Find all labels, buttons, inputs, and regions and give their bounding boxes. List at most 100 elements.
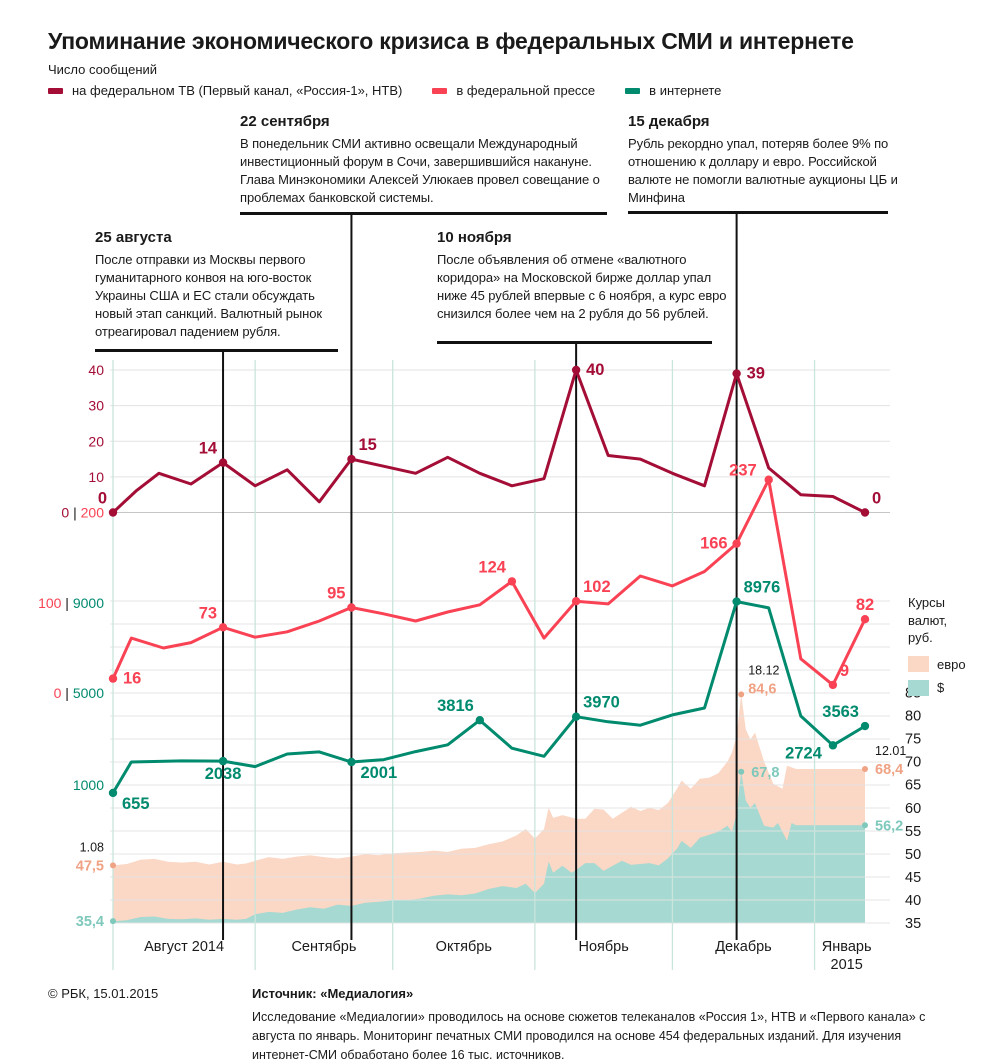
- chart-subtitle: Число сообщений: [48, 62, 158, 77]
- chart-label: 47,5: [76, 858, 104, 874]
- chart-label: Январь: [822, 939, 872, 955]
- tv-point: [108, 508, 118, 517]
- source-note: Исследование «Медиалогии» проводилось на…: [252, 1010, 926, 1059]
- euro-swatch-icon: [908, 656, 929, 673]
- chart-label: 67,8: [751, 765, 779, 781]
- legend-label-euro: евро: [937, 656, 966, 672]
- chart-label: 50: [905, 847, 921, 863]
- left-axis-label: 20: [88, 433, 104, 449]
- left-axis: 40 30 20 10 0 | 200 100 | 9000 0 | 5000 1000: [38, 362, 104, 793]
- legend-item-press: в федеральной прессе: [432, 83, 595, 98]
- legend-label-usd: $: [937, 680, 945, 696]
- chart-label: 15: [358, 436, 376, 454]
- chart-label: 102: [583, 578, 611, 596]
- chart-label: Август 2014: [144, 939, 224, 955]
- chart-label: 95: [327, 585, 345, 603]
- tv-swatch-icon: [48, 87, 63, 94]
- month-gridlines: [112, 360, 816, 970]
- chart-label: 40: [905, 893, 921, 909]
- currency-labels: 47,5 1.08 84,6 18.12 68,4 12.01 35,4 67,8 56,2: [76, 663, 907, 930]
- chart-label: 65: [905, 778, 921, 794]
- annotation-text: После отправки из Москвы первого гуманит…: [95, 252, 322, 339]
- left-axis-label: 100 | 9000: [38, 595, 104, 611]
- press-point: [828, 680, 838, 690]
- net-point: [218, 756, 228, 766]
- chart-label: 2015: [831, 957, 863, 973]
- press-point: [571, 597, 581, 606]
- annotation-title: 25 августа: [95, 229, 172, 246]
- net-point: [108, 788, 118, 798]
- usd-rate-point: [862, 822, 868, 829]
- usd-rate-point: [738, 768, 745, 775]
- euro-rate-point: [738, 691, 745, 698]
- chart-label: 82: [856, 596, 874, 614]
- legend-label-press: в федеральной прессе: [456, 83, 596, 98]
- net-point: [732, 597, 741, 606]
- chart-label: 39: [747, 365, 765, 383]
- net-point: [828, 741, 838, 750]
- chart-label: 2038: [205, 765, 242, 783]
- chart-label: 70: [905, 755, 921, 771]
- legend-label-tv: на федеральном ТВ (Первый канал, «Россия…: [72, 83, 403, 98]
- press-series: 16 73 95 124 102 166 237 9 82: [108, 462, 874, 690]
- chart-label: 655: [122, 795, 150, 813]
- copyright: © РБК, 15.01.2015: [48, 986, 159, 1001]
- chart-label: 12.01: [875, 744, 906, 758]
- legend-label-net: в интернете: [649, 83, 722, 98]
- chart-label: 35,4: [76, 914, 104, 930]
- left-axis-label: 40: [88, 362, 104, 378]
- source-block: Источник: «Медиалогия» Исследование «Мед…: [252, 986, 952, 1059]
- chart-label: 124: [478, 558, 506, 576]
- legend-item-usd: $: [908, 679, 970, 697]
- annotation-text: Рубль рекордно упал, потеряв более 9% по…: [628, 136, 898, 205]
- usd-rate-point: [110, 918, 116, 925]
- chart-label: 2001: [360, 764, 397, 782]
- annotation-underline: [437, 341, 712, 344]
- chart-label: 0: [98, 490, 107, 508]
- chart-label: 237: [729, 462, 757, 480]
- net-line: [111, 600, 867, 795]
- chart-label: 14: [199, 440, 218, 458]
- annotation-title: 10 ноября: [437, 229, 512, 246]
- chart-label: 75: [905, 732, 921, 748]
- annotation-underline: [240, 212, 607, 215]
- chart-label: 9: [840, 662, 849, 680]
- chart-label: 73: [199, 604, 217, 622]
- tv-point: [732, 369, 741, 378]
- usd-rate-area: [113, 771, 865, 923]
- left-axis-label: 0 | 200: [61, 505, 104, 521]
- chart-label: 3563: [822, 703, 859, 721]
- month-labels: Август 2014 Сентябрь Октябрь Ноябрь Декабрь Я…: [144, 939, 871, 973]
- tv-point: [860, 508, 870, 517]
- chart-label: 60: [905, 801, 921, 817]
- chart-label: 18.12: [748, 663, 779, 677]
- series-legend: на федеральном ТВ (Первый канал, «Россия…: [48, 83, 721, 98]
- chart-label: 68,4: [875, 762, 903, 778]
- currency-areas: [113, 694, 865, 923]
- page-title: Упоминание экономического кризиса в феде…: [48, 28, 854, 54]
- event-lines: [95, 211, 888, 940]
- chart-label: 45: [905, 870, 921, 886]
- net-point: [860, 721, 870, 731]
- chart-label: 1.08: [80, 840, 104, 854]
- usd-swatch-icon: [908, 679, 929, 696]
- press-point: [860, 615, 870, 624]
- chart-label: 166: [700, 535, 728, 553]
- chart-label: 2724: [785, 744, 823, 762]
- currency-legend: Курсы валют, руб. евро $: [908, 594, 970, 703]
- annotation-title: 22 сентября: [240, 113, 330, 130]
- press-point: [218, 623, 228, 632]
- tv-point: [218, 458, 228, 467]
- net-point: [571, 712, 581, 721]
- net-point: [347, 757, 356, 767]
- tv-point: [347, 454, 356, 464]
- source-name: Источник: «Медиалогия»: [252, 986, 414, 1001]
- left-axis-label: 10: [88, 469, 104, 485]
- legend-item-net: в интернете: [625, 83, 721, 98]
- currency-legend-title: Курсы валют, руб.: [908, 595, 948, 646]
- net-series: 655 2038 2001 3816 3970 8976 2724 3563: [108, 579, 870, 813]
- chart-label: 55: [905, 824, 921, 840]
- net-point: [475, 716, 485, 725]
